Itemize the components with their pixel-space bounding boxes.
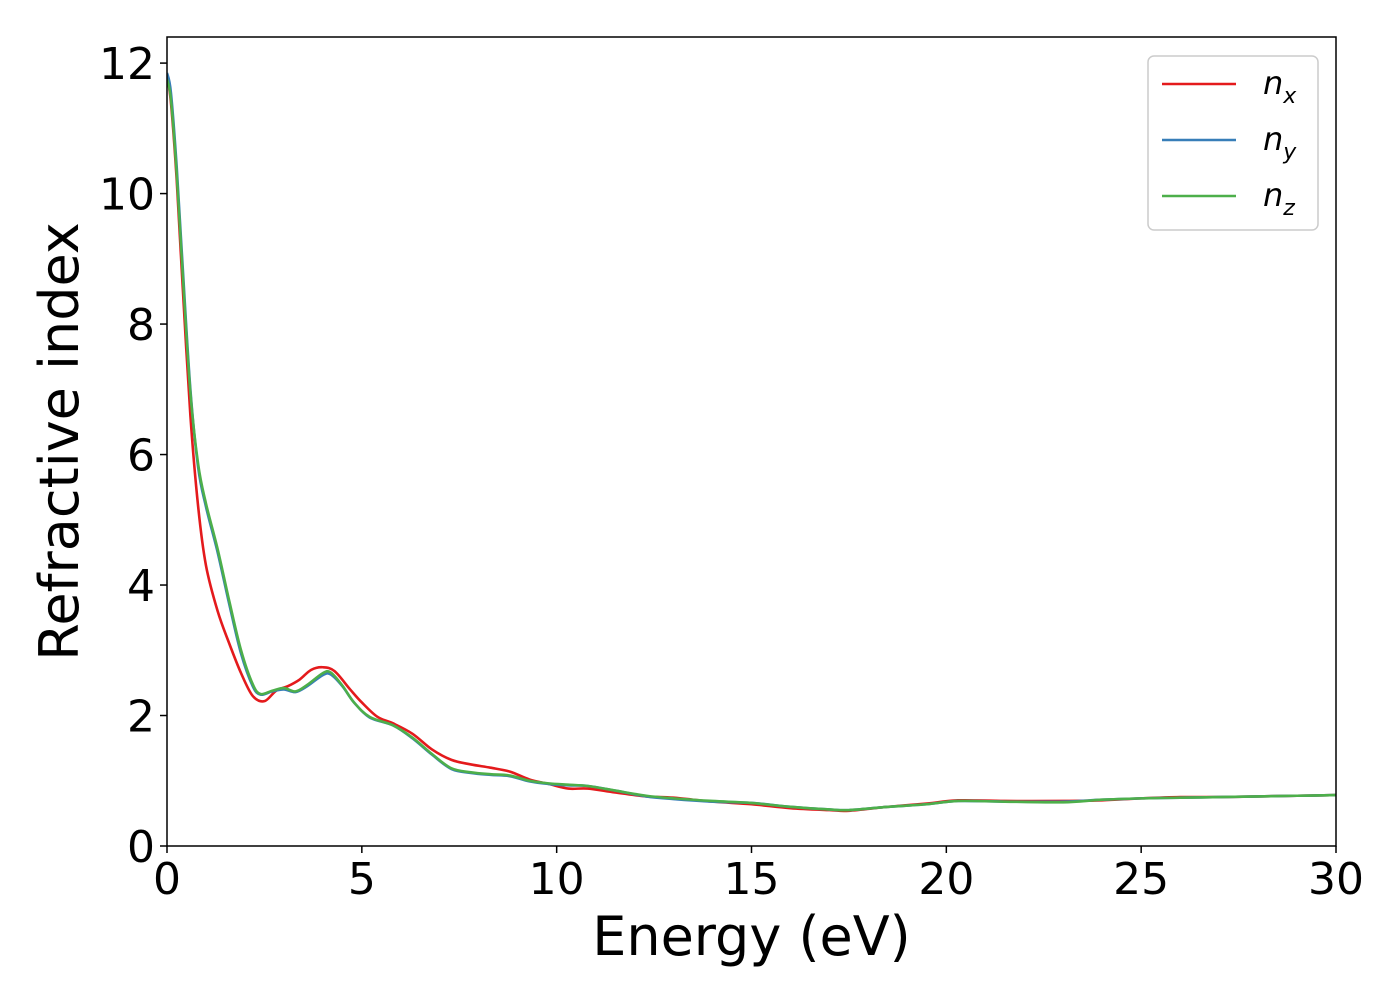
- y-axis-title: Refractive index: [28, 222, 91, 661]
- x-tick-label: 5: [348, 854, 376, 905]
- y-tick-label: 8: [127, 300, 155, 351]
- legend-label-ny: ny: [1263, 120, 1297, 165]
- y-tick-label: 2: [127, 692, 155, 743]
- legend: nx ny nz: [1147, 55, 1319, 231]
- x-tick-label: 30: [1308, 854, 1364, 905]
- legend-box: [1147, 55, 1319, 231]
- y-tick-label: 10: [99, 170, 155, 221]
- y-tick-label: 12: [99, 39, 155, 90]
- y-axis: 0 2 4 6 8 10 12: [99, 39, 167, 873]
- y-tick-label: 0: [127, 822, 155, 873]
- y-tick-label: 6: [127, 431, 155, 482]
- x-tick-label: 20: [918, 854, 974, 905]
- legend-label-nx: nx: [1263, 64, 1297, 109]
- legend-label-nz: nz: [1263, 176, 1295, 221]
- x-axis: 0 5 10 15 20 25 30: [153, 846, 1364, 905]
- series-layer: [167, 72, 1336, 813]
- x-axis-title: Energy (eV): [592, 905, 911, 968]
- x-tick-label: 15: [724, 854, 780, 905]
- series-line-nz: [167, 79, 1336, 812]
- x-tick-label: 10: [529, 854, 585, 905]
- x-tick-label: 0: [153, 854, 181, 905]
- x-tick-label: 25: [1113, 854, 1169, 905]
- y-tick-label: 4: [127, 561, 155, 612]
